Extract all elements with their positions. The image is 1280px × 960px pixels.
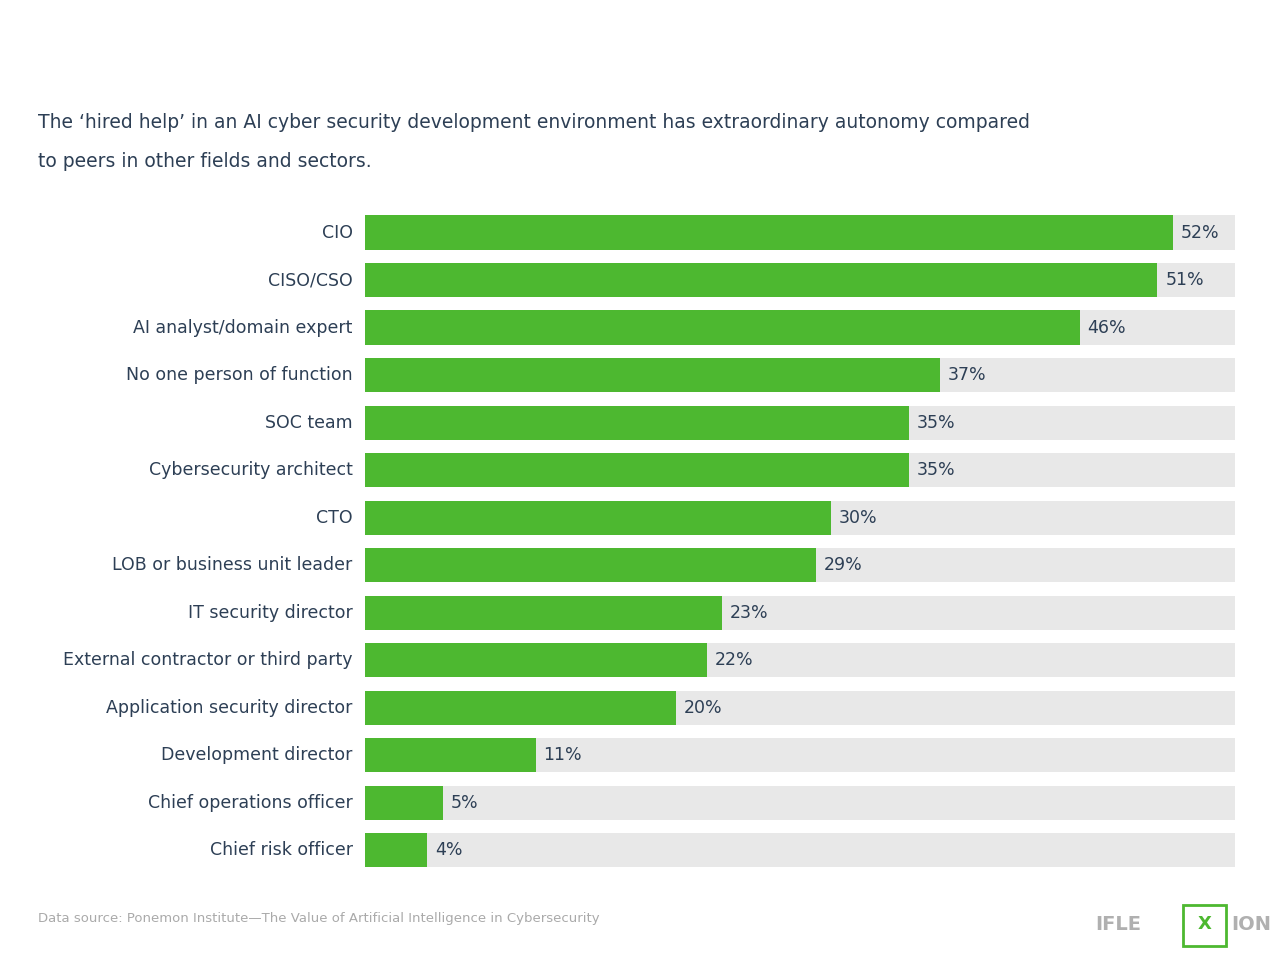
Text: 29%: 29% [823, 556, 861, 574]
Text: CISO/CSO: CISO/CSO [268, 271, 352, 289]
Text: The ‘hired help’ in an AI cyber security development environment has extraordina: The ‘hired help’ in an AI cyber security… [38, 112, 1030, 132]
Bar [365, 785, 443, 820]
Text: Chief risk officer: Chief risk officer [210, 841, 352, 859]
Bar [365, 690, 1235, 725]
Text: KEY INFLUENCERS IN DETERMINING HOW AI IS USED: KEY INFLUENCERS IN DETERMINING HOW AI IS… [38, 35, 815, 60]
Text: ION: ION [1231, 915, 1271, 933]
Bar [365, 690, 676, 725]
Bar [365, 215, 1172, 250]
Bar [365, 263, 1157, 298]
Bar [365, 643, 707, 678]
Text: 35%: 35% [916, 461, 955, 479]
Text: Development director: Development director [161, 746, 352, 764]
Text: 37%: 37% [947, 366, 987, 384]
Bar [365, 595, 1235, 630]
Text: Data source: Ponemon Institute—The Value of Artificial Intelligence in Cybersecu: Data source: Ponemon Institute—The Value… [38, 912, 600, 925]
Bar [365, 215, 1235, 250]
Bar [365, 310, 1080, 345]
Bar [365, 500, 1235, 535]
Bar [365, 738, 536, 773]
Text: 51%: 51% [1165, 271, 1204, 289]
Bar [365, 833, 1235, 868]
Text: Cybersecurity architect: Cybersecurity architect [148, 461, 352, 479]
Text: 11%: 11% [544, 746, 582, 764]
Text: Application security director: Application security director [106, 699, 352, 717]
Bar [365, 405, 909, 440]
Bar [365, 453, 909, 488]
Text: 46%: 46% [1088, 319, 1126, 337]
Text: 20%: 20% [684, 699, 722, 717]
Text: Chief operations officer: Chief operations officer [147, 794, 352, 812]
Text: to peers in other fields and sectors.: to peers in other fields and sectors. [38, 153, 372, 171]
Text: LOB or business unit leader: LOB or business unit leader [113, 556, 352, 574]
Text: 23%: 23% [730, 604, 769, 622]
Text: CTO: CTO [316, 509, 352, 527]
Bar [365, 595, 722, 630]
Bar [365, 310, 1235, 345]
Bar [365, 643, 1235, 678]
Text: 22%: 22% [714, 651, 753, 669]
Text: 35%: 35% [916, 414, 955, 432]
Bar [365, 548, 815, 583]
Bar [365, 785, 1235, 820]
Bar [365, 263, 1235, 298]
Bar [365, 833, 428, 868]
Bar [365, 453, 1235, 488]
Text: IT security director: IT security director [188, 604, 352, 622]
Bar [365, 738, 1235, 773]
Text: 5%: 5% [451, 794, 477, 812]
Bar [365, 548, 1235, 583]
Text: 4%: 4% [435, 841, 462, 859]
Text: 30%: 30% [838, 509, 878, 527]
Text: IFLE: IFLE [1096, 915, 1142, 933]
Text: SOC team: SOC team [265, 414, 352, 432]
Text: AI analyst/domain expert: AI analyst/domain expert [133, 319, 352, 337]
Bar [365, 358, 940, 393]
Bar [365, 405, 1235, 440]
Text: X: X [1198, 915, 1211, 933]
Bar [365, 358, 1235, 393]
Text: External contractor or third party: External contractor or third party [63, 651, 352, 669]
Text: No one person of function: No one person of function [125, 366, 352, 384]
FancyBboxPatch shape [1183, 904, 1226, 947]
Text: 52%: 52% [1180, 224, 1220, 242]
Text: CIO: CIO [321, 224, 352, 242]
Bar [365, 500, 831, 535]
